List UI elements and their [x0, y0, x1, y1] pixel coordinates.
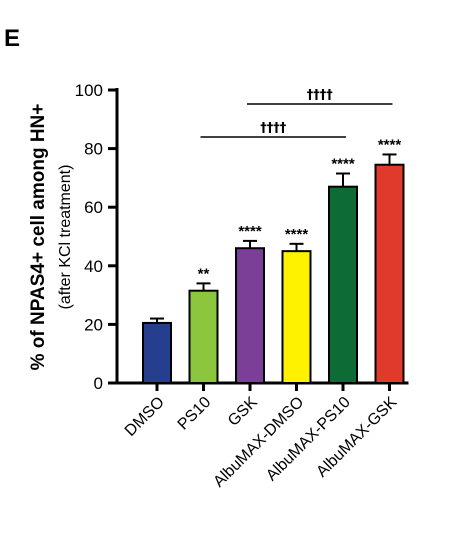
significance-label: **** — [238, 223, 262, 240]
bars — [142, 153, 405, 384]
significance-label: **** — [378, 136, 402, 153]
category-label: AlbuMAX-PS10 — [263, 394, 354, 485]
significance-label: ** — [198, 265, 210, 282]
bar — [328, 185, 358, 384]
y-tick-label: 0 — [94, 374, 103, 393]
comparison-label: †††† — [260, 121, 287, 136]
category-labels: DMSO PS10 GSKAlbuMAX-DMSOAlbuMAX-PS10AlbuM… — [122, 394, 401, 491]
y-tick-label: 40 — [84, 257, 103, 276]
bar — [188, 289, 219, 384]
significance-label: **** — [285, 226, 309, 243]
category-label: AlbuMAX-GSK — [313, 394, 400, 481]
category-label: GSK — [225, 394, 261, 430]
y-axis-label: % of NPAS4+ cell among HN+ — [28, 104, 49, 371]
significance-label: **** — [331, 156, 355, 173]
bar — [281, 250, 312, 384]
comparison-label: †††† — [307, 88, 334, 103]
bar — [142, 321, 172, 384]
bar — [374, 163, 405, 384]
bar — [235, 247, 265, 384]
y-tick-label: 20 — [84, 315, 103, 334]
y-tick-label: 80 — [84, 140, 103, 159]
panel-label: E — [4, 25, 20, 52]
y-tick-label: 60 — [84, 198, 103, 217]
annotations: ****** ************†††††††† — [198, 88, 402, 282]
category-label: PS10 — [175, 394, 215, 434]
y-tick-label: 100 — [75, 81, 103, 100]
y-axis-sublabel: (after KCl treatment) — [57, 165, 74, 310]
category-label: DMSO — [122, 394, 168, 440]
